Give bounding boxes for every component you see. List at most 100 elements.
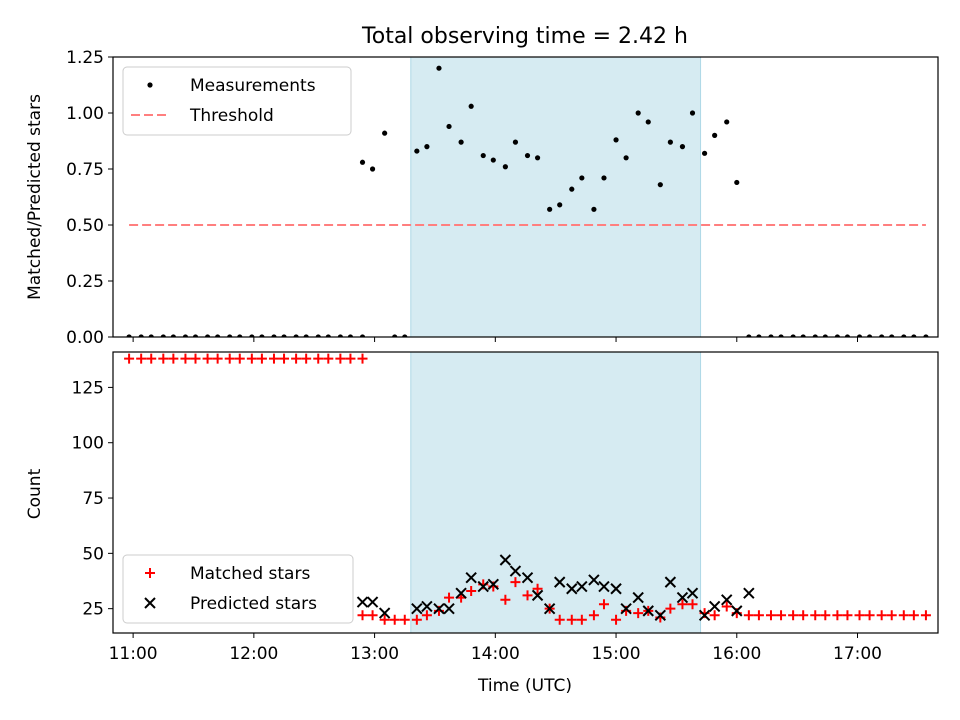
matched-stars-point bbox=[256, 353, 267, 364]
predicted-stars-point bbox=[576, 580, 588, 593]
x-tick-label: 11:00 bbox=[109, 644, 158, 664]
predicted-stars-point bbox=[598, 580, 610, 593]
measurements-point bbox=[480, 152, 486, 159]
measurements-point bbox=[369, 166, 376, 172]
predicted-stars-point bbox=[531, 589, 544, 602]
panel-top-frame bbox=[112, 56, 939, 338]
matched-stars-point bbox=[444, 592, 455, 603]
measurements-point bbox=[667, 139, 673, 145]
measurements-point bbox=[325, 334, 331, 337]
measurements-point bbox=[414, 148, 420, 154]
matched-stars-point bbox=[908, 610, 919, 621]
panel-top-plot-area bbox=[126, 65, 929, 337]
matched-stars-point bbox=[842, 610, 853, 621]
measurements-point bbox=[923, 334, 929, 337]
measurements-point bbox=[359, 334, 366, 337]
ratio-y-axis-label: Matched/Predicted stars bbox=[25, 94, 45, 300]
predicted-stars-point bbox=[433, 602, 445, 615]
measurements-point bbox=[856, 334, 863, 337]
observing-window-span bbox=[410, 351, 702, 634]
measurements-point bbox=[402, 334, 408, 337]
matched-stars-point bbox=[588, 610, 599, 621]
predicted-stars-point bbox=[686, 587, 699, 599]
predicted-stars-point bbox=[664, 576, 677, 588]
legend-box bbox=[122, 554, 354, 624]
measurements-point bbox=[359, 159, 366, 165]
matched-stars-point bbox=[776, 610, 787, 621]
predicted-stars-point bbox=[588, 574, 600, 586]
measurements-point bbox=[734, 179, 740, 186]
measurements-point bbox=[303, 334, 309, 337]
y-tick-label: 1.25 bbox=[66, 48, 104, 68]
measurements-point bbox=[502, 164, 508, 170]
matched-stars-point bbox=[411, 614, 422, 625]
x-tick-label: 13:00 bbox=[350, 644, 399, 664]
count-y-axis-label: Count bbox=[25, 468, 45, 519]
predicted-stars-point bbox=[610, 583, 622, 595]
chart-title: Total observing time = 2.42 h bbox=[361, 24, 688, 49]
matched-stars-point bbox=[788, 610, 799, 621]
measurements-point bbox=[446, 123, 452, 130]
predicted-stars-point bbox=[566, 583, 578, 595]
matched-stars-point bbox=[345, 353, 356, 364]
y-tick-label: 0.25 bbox=[66, 272, 104, 292]
measurements-point bbox=[746, 334, 752, 337]
predicted-stars-point bbox=[411, 602, 423, 615]
measurements-point bbox=[170, 334, 176, 337]
matched-stars-point bbox=[224, 353, 235, 364]
measurements-point bbox=[879, 334, 885, 337]
observing-window-span bbox=[410, 56, 702, 338]
matched-stars-point bbox=[180, 353, 191, 364]
measurements-point bbox=[834, 334, 840, 337]
measurements-point bbox=[645, 119, 651, 125]
measurements-point bbox=[259, 334, 265, 337]
matched-stars-point bbox=[190, 353, 201, 364]
matched-stars-point bbox=[576, 614, 587, 625]
matched-stars-point bbox=[500, 594, 511, 605]
matched-stars-legend-swatch bbox=[145, 568, 155, 578]
measurements-point bbox=[392, 334, 398, 337]
predicted-stars-legend-label: Predicted stars bbox=[190, 594, 317, 614]
measurements-point bbox=[337, 334, 343, 337]
measurements-point bbox=[534, 155, 541, 161]
matched-stars-point bbox=[854, 610, 865, 621]
matched-stars-point bbox=[510, 577, 521, 588]
measurements-point bbox=[192, 334, 199, 337]
matched-stars-point bbox=[633, 608, 644, 619]
panel-bottom-plot-area bbox=[124, 353, 931, 625]
y-tick-label: 0.50 bbox=[66, 216, 104, 236]
matched-stars-point bbox=[399, 614, 410, 625]
matched-stars-point bbox=[246, 353, 257, 364]
measurements-point bbox=[512, 139, 519, 145]
predicted-stars-point bbox=[509, 565, 522, 577]
matched-stars-point bbox=[820, 610, 831, 621]
predicted-stars-legend-swatch bbox=[144, 597, 156, 609]
measurements-point bbox=[237, 334, 243, 337]
measurements-point bbox=[778, 334, 784, 337]
measurements-point bbox=[712, 132, 718, 138]
x-tick-label: 12:00 bbox=[229, 644, 278, 664]
measurements-point bbox=[800, 334, 806, 337]
panel-bottom-frame bbox=[112, 351, 939, 634]
matched-stars-point bbox=[554, 614, 565, 625]
matched-stars-point bbox=[566, 614, 577, 625]
matched-stars-point bbox=[389, 614, 400, 625]
threshold-legend-label: Threshold bbox=[189, 106, 274, 126]
measurements-point bbox=[281, 334, 287, 337]
matched-stars-point bbox=[532, 583, 543, 594]
matched-stars-point bbox=[212, 353, 223, 364]
predicted-stars-point bbox=[743, 587, 755, 599]
matched-stars-point bbox=[709, 610, 720, 621]
measurements-point bbox=[866, 334, 873, 337]
legend-box bbox=[122, 66, 352, 136]
ratio-panel: 0.00 0.25 0.50 0.75 1.00 1.25 Measurements Thre… bbox=[66, 48, 939, 348]
matched-stars-point bbox=[335, 353, 346, 364]
measurements-point bbox=[579, 175, 585, 181]
measurements-point bbox=[679, 144, 686, 150]
matched-stars-point bbox=[367, 610, 378, 621]
measurements-point bbox=[790, 334, 796, 337]
predicted-stars-point bbox=[465, 571, 477, 584]
predicted-stars-point bbox=[642, 605, 654, 617]
measurements-point bbox=[126, 334, 132, 337]
measurements-point bbox=[657, 182, 663, 188]
